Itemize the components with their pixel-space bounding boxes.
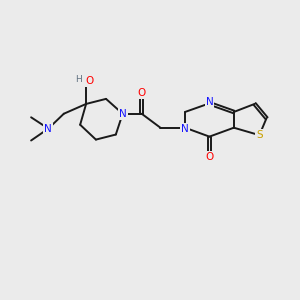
Text: N: N: [119, 109, 127, 119]
Text: H: H: [75, 75, 82, 84]
Text: S: S: [256, 130, 263, 140]
Text: O: O: [85, 76, 93, 86]
Text: O: O: [138, 88, 146, 98]
Text: N: N: [206, 97, 213, 106]
Text: N: N: [44, 124, 52, 134]
Text: N: N: [181, 124, 189, 134]
Text: O: O: [205, 152, 214, 162]
